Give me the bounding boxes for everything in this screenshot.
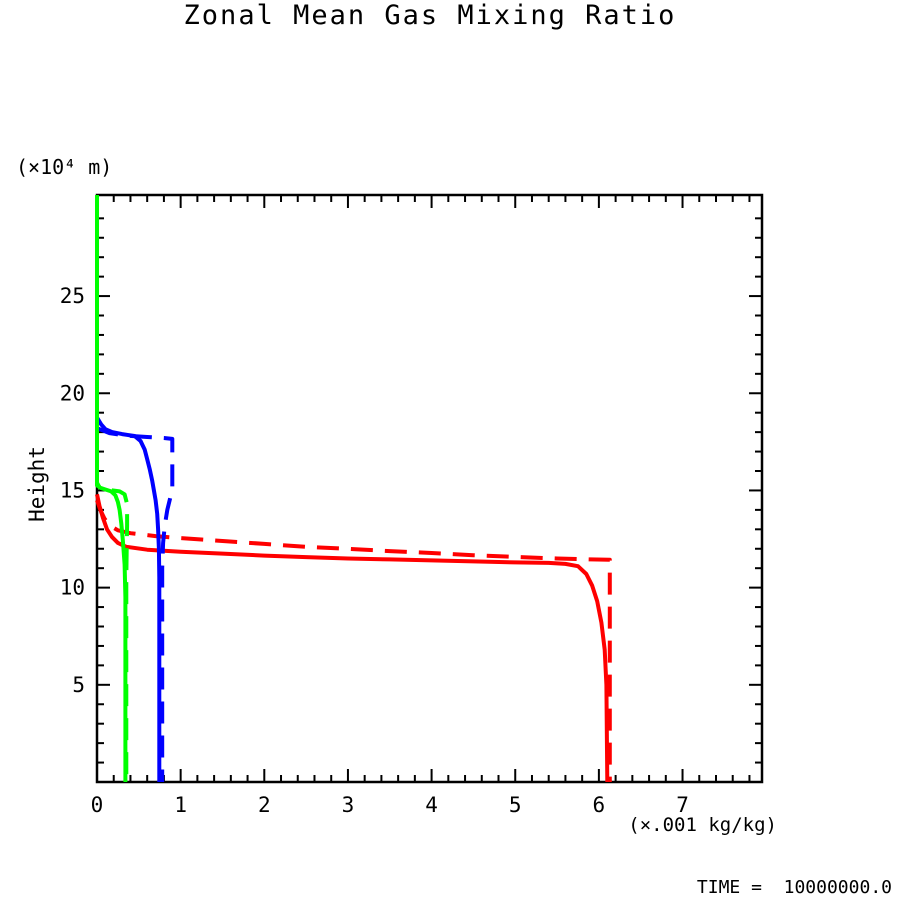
x-tick-label: 7 xyxy=(676,793,689,817)
series-red-solid xyxy=(95,493,610,783)
axis-frame xyxy=(95,193,764,784)
x-tick-label: 6 xyxy=(593,793,606,817)
footer-time-label: TIME = 10000000.0 xyxy=(696,877,892,898)
x-tick-label: 0 xyxy=(91,793,104,817)
y-axis-unit-label: (×10⁴ m) xyxy=(16,155,113,179)
series-green-solid xyxy=(95,195,128,782)
series-red-dashed xyxy=(95,499,612,782)
x-tick-label: 2 xyxy=(258,793,271,817)
y-tick-label: 15 xyxy=(60,478,85,502)
series-blue-dashed xyxy=(96,426,175,782)
x-tick-label: 5 xyxy=(509,793,522,817)
page-title: Zonal Mean Gas Mixing Ratio xyxy=(183,0,677,31)
x-tick-label: 4 xyxy=(425,793,438,817)
x-axis-unit-label: (×.001 kg/kg) xyxy=(628,814,777,836)
y-tick-label: 25 xyxy=(60,284,85,308)
x-tick-label: 1 xyxy=(174,793,187,817)
y-tick-label: 20 xyxy=(60,381,85,405)
series-group xyxy=(95,195,612,783)
y-tick-label: 5 xyxy=(72,673,85,697)
series-green-dashed xyxy=(95,195,130,782)
x-tick-label: 3 xyxy=(342,793,355,817)
y-tick-label: 10 xyxy=(60,576,85,600)
